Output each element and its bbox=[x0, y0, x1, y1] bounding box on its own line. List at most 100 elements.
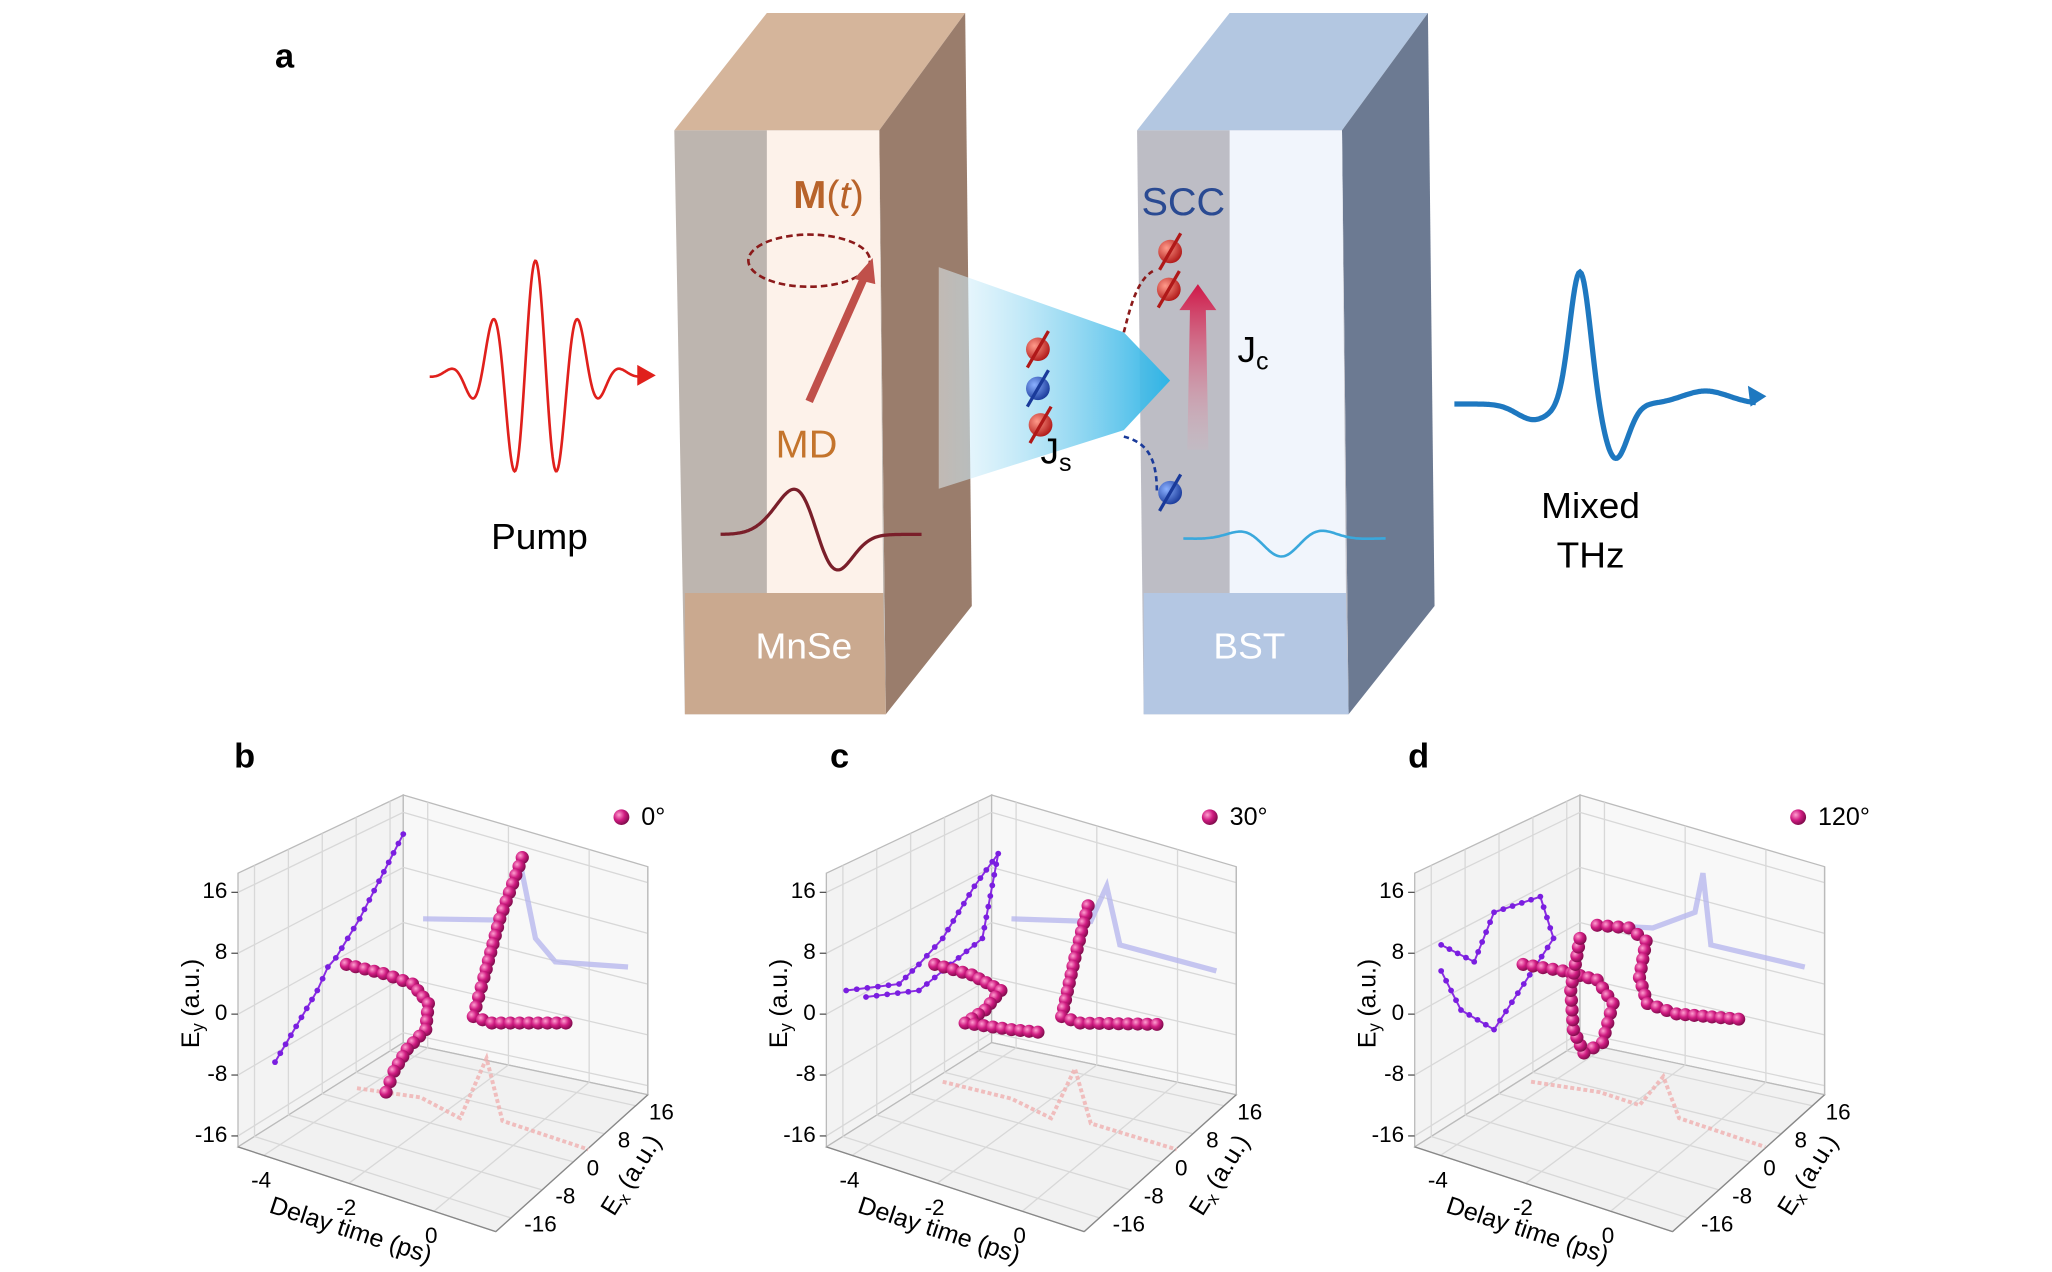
block-bottom bbox=[684, 592, 886, 715]
unit: (a.u.) bbox=[176, 959, 204, 1017]
z-tick-label: 16 bbox=[649, 1100, 674, 1125]
grid-line bbox=[1579, 811, 1825, 884]
trajectory-point bbox=[1601, 1016, 1615, 1030]
purple-point bbox=[1454, 950, 1461, 957]
purple-point bbox=[971, 883, 978, 890]
purple-point bbox=[361, 906, 368, 913]
z-tick-label: -16 bbox=[1701, 1212, 1733, 1237]
grid-line bbox=[936, 1064, 1098, 1184]
purple-point bbox=[1474, 1016, 1481, 1023]
grid-line bbox=[826, 866, 992, 954]
trajectory-point bbox=[1601, 919, 1615, 933]
panel-label: d bbox=[1408, 738, 1429, 776]
y-tick-label: 0 bbox=[1392, 1000, 1404, 1025]
symbol: J bbox=[1238, 329, 1257, 370]
purple-point bbox=[1526, 971, 1533, 978]
purple-point bbox=[915, 987, 922, 994]
grid-line bbox=[978, 1050, 1225, 1107]
grid-line bbox=[991, 866, 1237, 935]
purple-point bbox=[272, 1059, 278, 1066]
purple-point bbox=[1520, 981, 1527, 987]
x-tick-label: -2 bbox=[1513, 1195, 1533, 1220]
purple-point bbox=[923, 952, 930, 959]
purple-point bbox=[1547, 925, 1554, 931]
purple-point bbox=[1497, 1017, 1503, 1024]
grid-line bbox=[237, 811, 404, 893]
projection-blue bbox=[423, 859, 629, 970]
purple-point bbox=[395, 840, 402, 847]
output-label: Mixed bbox=[1541, 485, 1640, 526]
z-tick-label: 8 bbox=[618, 1128, 630, 1153]
purple-point bbox=[1518, 900, 1525, 906]
x-tick-label: 0 bbox=[1602, 1223, 1614, 1248]
grid-line bbox=[826, 977, 992, 1076]
grid-line bbox=[825, 1032, 992, 1137]
purple-point bbox=[902, 974, 909, 981]
grid-line bbox=[433, 1081, 590, 1212]
y-tick-label: 0 bbox=[215, 1000, 227, 1025]
purple-point bbox=[977, 875, 984, 881]
unit: (a.u.) bbox=[1353, 959, 1381, 1017]
panel-label: a bbox=[275, 38, 295, 76]
purple-point bbox=[1458, 1007, 1464, 1013]
trajectory-point bbox=[1611, 920, 1625, 934]
purple-point bbox=[983, 867, 990, 873]
purple-point bbox=[1482, 1021, 1489, 1028]
z-tick-label: 0 bbox=[1763, 1156, 1775, 1181]
purple-point bbox=[356, 915, 363, 922]
grid-line bbox=[1579, 1032, 1825, 1087]
purple-point bbox=[1487, 919, 1493, 926]
grid-line bbox=[1566, 1050, 1813, 1107]
grid-line bbox=[1532, 1071, 1782, 1135]
spins bbox=[1025, 232, 1183, 512]
trajectory-point bbox=[1565, 1003, 1579, 1017]
purple-point bbox=[905, 988, 912, 995]
purple-point bbox=[1438, 968, 1445, 974]
z-tick-label: 16 bbox=[1237, 1100, 1262, 1125]
purple-point bbox=[873, 992, 880, 999]
grid-line bbox=[1414, 1032, 1581, 1137]
spin-arrow bbox=[1028, 405, 1053, 444]
z-tick-label: 0 bbox=[587, 1156, 599, 1181]
trajectory-point bbox=[474, 980, 488, 994]
trajectory-point bbox=[1073, 1016, 1087, 1030]
grid-line bbox=[237, 921, 404, 1015]
symbol: E bbox=[765, 1032, 793, 1049]
grid-line bbox=[851, 1047, 1017, 1156]
trajectory-point bbox=[477, 970, 491, 984]
purple-point bbox=[987, 893, 994, 899]
trajectory-point bbox=[472, 990, 486, 1004]
trajectory-point bbox=[1150, 1017, 1164, 1031]
y-tick-label: -8 bbox=[796, 1061, 816, 1086]
legend-label: 0° bbox=[641, 803, 665, 831]
subscript: y bbox=[1364, 1023, 1383, 1032]
axis-line bbox=[826, 1146, 1085, 1233]
symbol: E bbox=[1353, 1032, 1381, 1049]
purple-point bbox=[298, 1014, 305, 1021]
purple-point bbox=[390, 850, 397, 856]
paren: ( bbox=[826, 174, 839, 218]
legend-marker bbox=[1201, 809, 1218, 825]
trajectory-point bbox=[387, 1064, 401, 1078]
trajectory-point bbox=[1536, 961, 1550, 975]
grid-line bbox=[1498, 1093, 1751, 1163]
subscript: y bbox=[776, 1023, 795, 1032]
purple-point bbox=[1508, 999, 1515, 1006]
purple-point bbox=[338, 945, 345, 952]
panel-label: c bbox=[830, 738, 849, 776]
purple-point bbox=[864, 985, 871, 991]
purple-point bbox=[1509, 903, 1516, 909]
arrow-head bbox=[637, 364, 656, 386]
spin-arrow bbox=[1156, 270, 1181, 309]
grid-line bbox=[403, 921, 649, 985]
y-axis-label: Ey (a.u.) bbox=[176, 959, 207, 1048]
grid-line bbox=[1579, 976, 1825, 1036]
purple-point bbox=[400, 831, 407, 837]
purple-point bbox=[303, 1005, 310, 1012]
purple-point bbox=[1500, 906, 1507, 913]
purple-point bbox=[1466, 1012, 1473, 1018]
purple-point bbox=[1538, 953, 1545, 960]
